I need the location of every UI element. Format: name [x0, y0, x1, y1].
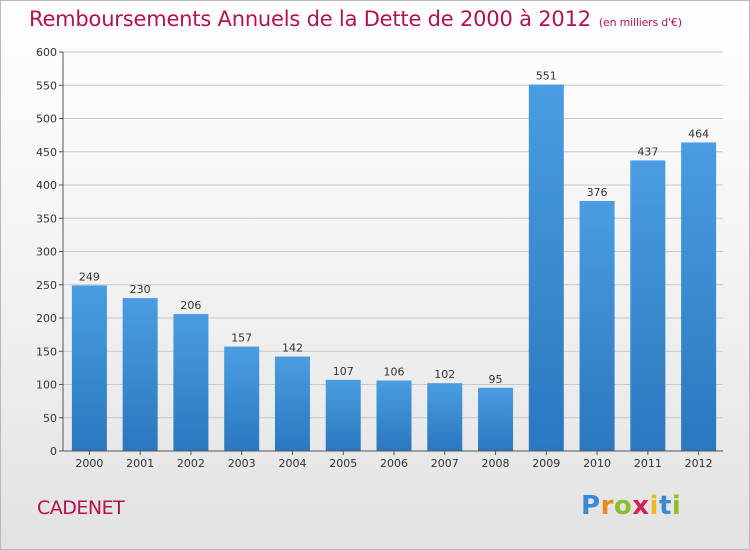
x-tick-label-2008: 2008 — [482, 457, 510, 470]
x-tick-label-2000: 2000 — [75, 457, 103, 470]
x-tick-label-2006: 2006 — [380, 457, 408, 470]
y-tick-label: 450 — [36, 146, 57, 159]
bar-2007 — [427, 383, 463, 451]
x-tick-label-2009: 2009 — [532, 457, 560, 470]
x-tick-label-2001: 2001 — [126, 457, 154, 470]
y-tick-label: 50 — [43, 412, 57, 425]
bar-2011 — [630, 160, 666, 451]
bar-2000 — [71, 285, 107, 451]
data-label-2000: 249 — [79, 270, 100, 283]
y-tick-label: 100 — [36, 379, 57, 392]
data-label-2012: 464 — [688, 127, 709, 140]
bar-2003 — [224, 346, 260, 451]
grid-lines — [63, 51, 723, 419]
brand-letter: x — [632, 491, 650, 521]
bar-2006 — [376, 380, 412, 451]
bar-2001 — [122, 298, 158, 451]
chart-title-text: Remboursements Annuels de la Dette de 20… — [29, 7, 591, 31]
data-label-2011: 437 — [637, 145, 658, 158]
chart-unit-note: (en milliers d'€) — [598, 16, 682, 29]
y-tick-label: 400 — [36, 179, 57, 192]
x-tick-label-2011: 2011 — [634, 457, 662, 470]
y-tick-label: 600 — [36, 46, 57, 59]
axes — [59, 51, 723, 455]
bar-2009 — [528, 84, 564, 452]
x-tick-label-2007: 2007 — [431, 457, 459, 470]
y-tick-label: 200 — [36, 312, 57, 325]
x-tick-label-2002: 2002 — [177, 457, 205, 470]
labels: 0 50 100 150 200 250 300 350 400 450 500 550 600 249 2… — [36, 46, 713, 470]
data-label-2001: 230 — [130, 283, 151, 296]
bar-2004 — [274, 356, 310, 451]
brand-letter: P — [581, 491, 601, 521]
y-tick-label: 250 — [36, 279, 57, 292]
chart-title: Remboursements Annuels de la Dette de 20… — [29, 7, 682, 31]
y-tick-label: 0 — [50, 445, 57, 458]
bar-2008 — [478, 387, 514, 451]
place-name: CADENET — [37, 497, 125, 519]
y-tick-label: 150 — [36, 345, 57, 358]
bar-2012 — [681, 142, 717, 451]
brand-logo: Proxiti — [581, 491, 681, 521]
bar-2005 — [325, 379, 361, 451]
bar-2002 — [173, 314, 209, 451]
y-tick-label: 550 — [36, 79, 57, 92]
brand-letter: t — [658, 491, 672, 521]
y-tick-label: 500 — [36, 113, 57, 126]
data-label-2006: 106 — [384, 366, 405, 379]
data-label-2002: 206 — [180, 299, 201, 312]
bar-2010 — [579, 200, 615, 451]
brand-letter: r — [600, 491, 614, 521]
data-label-2003: 157 — [231, 332, 252, 345]
y-tick-label: 300 — [36, 246, 57, 259]
data-label-2008: 95 — [489, 373, 503, 386]
brand-letter: i — [671, 491, 682, 521]
data-label-2005: 107 — [333, 365, 354, 378]
x-tick-label-2012: 2012 — [685, 457, 713, 470]
bars — [71, 84, 717, 452]
data-label-2009: 551 — [536, 70, 557, 83]
x-tick-label-2003: 2003 — [228, 457, 256, 470]
brand-letter: i — [649, 491, 659, 521]
x-tick-label-2010: 2010 — [583, 457, 611, 470]
data-label-2007: 102 — [434, 368, 455, 381]
x-tick-label-2004: 2004 — [278, 457, 306, 470]
data-label-2010: 376 — [587, 186, 608, 199]
brand-letter: o — [613, 491, 633, 521]
x-tick-label-2005: 2005 — [329, 457, 357, 470]
data-label-2004: 142 — [282, 342, 303, 355]
y-tick-label: 350 — [36, 212, 57, 225]
